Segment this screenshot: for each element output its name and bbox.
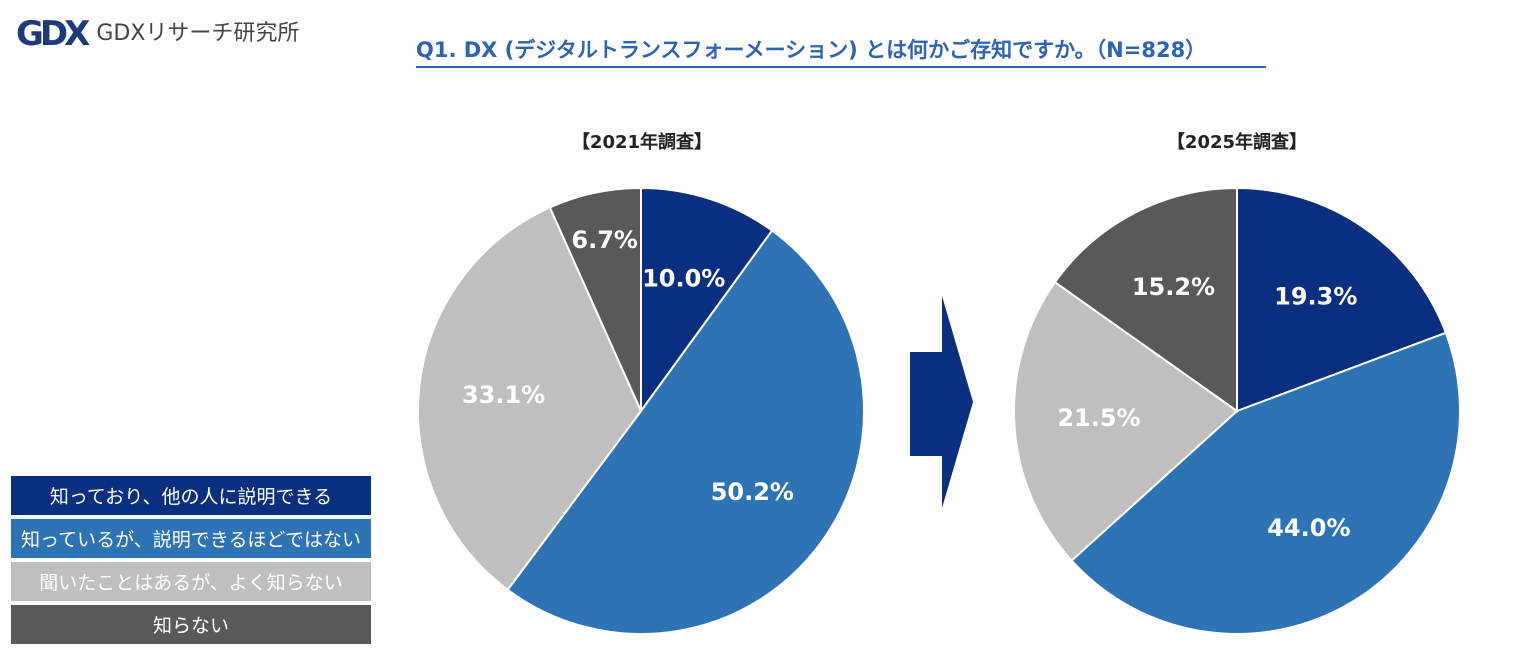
slice-label: 15.2%	[1132, 273, 1215, 301]
pie-slice	[506, 229, 866, 635]
slice-label: 10.0%	[642, 265, 725, 293]
logo-text: GDXリサーチ研究所	[96, 21, 300, 46]
legend: 知っており、他の人に説明できる 知っているが、説明できるほどではない 聞いたこと…	[11, 476, 371, 648]
slice-label: 19.3%	[1274, 282, 1357, 310]
pie-slice	[1013, 280, 1239, 562]
pie-slice	[548, 186, 642, 412]
legend-item: 知っているが、説明できるほどではない	[11, 519, 371, 558]
pie-slice	[640, 186, 774, 415]
slice-label: 6.7%	[571, 226, 638, 254]
pie-slice	[417, 206, 643, 592]
slice-label: 21.5%	[1057, 404, 1140, 432]
arrow-right-icon	[910, 296, 973, 508]
question-title: Q1. DX (デジタルトランスフォーメーション) とは何かご存知ですか。（N=…	[416, 34, 1266, 68]
pie-slice	[1070, 331, 1461, 635]
pie-slice	[1236, 186, 1448, 413]
slice-label: 33.1%	[462, 381, 545, 409]
logo-mark: GDX	[16, 14, 90, 54]
legend-item: 聞いたことはあるが、よく知らない	[11, 562, 371, 601]
chart-title-2021: 【2021年調査】	[571, 132, 713, 153]
pie-slice	[1053, 186, 1238, 413]
legend-item: 知っており、他の人に説明できる	[11, 476, 371, 515]
slice-label: 44.0%	[1267, 514, 1350, 542]
chart-title-2025: 【2025年調査】	[1166, 132, 1308, 153]
logo: GDX GDXリサーチ研究所	[16, 17, 299, 51]
legend-item: 知らない	[11, 605, 371, 644]
slice-label: 50.2%	[711, 478, 794, 506]
